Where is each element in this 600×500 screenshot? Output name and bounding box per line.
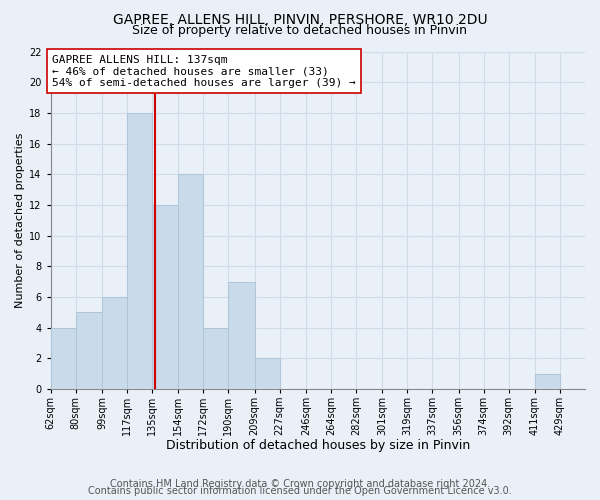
Bar <box>50 328 76 389</box>
Text: Contains public sector information licensed under the Open Government Licence v3: Contains public sector information licen… <box>88 486 512 496</box>
Text: GAPREE ALLENS HILL: 137sqm
← 46% of detached houses are smaller (33)
54% of semi: GAPREE ALLENS HILL: 137sqm ← 46% of deta… <box>52 54 356 88</box>
Bar <box>535 374 560 389</box>
Bar <box>127 113 152 389</box>
Text: Size of property relative to detached houses in Pinvin: Size of property relative to detached ho… <box>133 24 467 37</box>
Bar <box>76 312 102 389</box>
X-axis label: Distribution of detached houses by size in Pinvin: Distribution of detached houses by size … <box>166 440 470 452</box>
Bar <box>203 328 229 389</box>
Bar <box>178 174 203 389</box>
Text: GAPREE, ALLENS HILL, PINVIN, PERSHORE, WR10 2DU: GAPREE, ALLENS HILL, PINVIN, PERSHORE, W… <box>113 12 487 26</box>
Bar <box>152 205 178 389</box>
Y-axis label: Number of detached properties: Number of detached properties <box>15 132 25 308</box>
Text: Contains HM Land Registry data © Crown copyright and database right 2024.: Contains HM Land Registry data © Crown c… <box>110 479 490 489</box>
Bar <box>229 282 255 389</box>
Bar <box>255 358 280 389</box>
Bar <box>102 297 127 389</box>
